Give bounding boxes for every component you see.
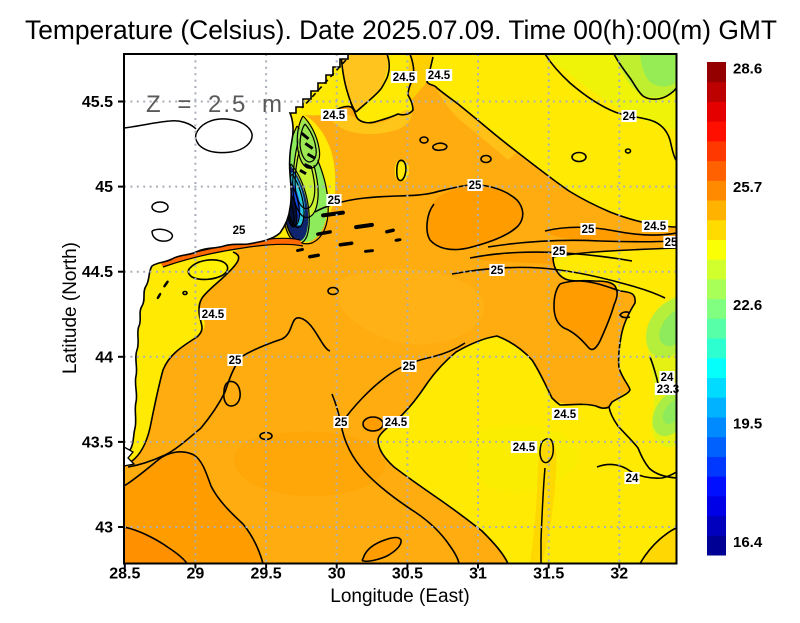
svg-text:31: 31 [469,566,487,583]
svg-text:25: 25 [582,224,595,236]
svg-text:24.5: 24.5 [428,70,451,82]
svg-text:Longitude (East): Longitude (East) [330,586,469,607]
svg-text:32: 32 [610,566,628,583]
svg-text:30: 30 [328,566,346,583]
svg-text:31.5: 31.5 [533,566,564,583]
svg-text:24.5: 24.5 [385,417,408,429]
svg-text:30.5: 30.5 [392,566,423,583]
svg-text:29: 29 [187,566,205,583]
svg-text:25: 25 [403,361,416,373]
svg-text:24.5: 24.5 [202,309,225,321]
svg-text:43.5: 43.5 [82,434,113,451]
svg-text:24: 24 [623,111,636,123]
svg-text:25: 25 [491,265,504,277]
svg-text:24.5: 24.5 [393,72,416,84]
svg-text:24.5: 24.5 [513,442,536,454]
svg-text:28.6: 28.6 [733,61,762,78]
svg-text:44: 44 [95,349,113,366]
svg-text:25: 25 [229,355,242,367]
svg-text:24.5: 24.5 [323,110,346,122]
svg-text:25: 25 [469,180,482,192]
svg-text:25: 25 [328,195,341,207]
svg-text:44.5: 44.5 [82,264,113,281]
svg-text:19.5: 19.5 [733,416,762,433]
svg-text:23.3: 23.3 [657,384,679,396]
svg-text:45: 45 [95,179,113,196]
svg-text:24.5: 24.5 [554,409,577,421]
svg-text:28.5: 28.5 [109,566,140,583]
svg-text:45.5: 45.5 [82,94,113,111]
svg-text:Latitude (North): Latitude (North) [60,242,81,374]
svg-text:16.4: 16.4 [733,534,763,551]
svg-text:43: 43 [95,520,113,537]
svg-text:24: 24 [626,473,639,485]
svg-text:22.6: 22.6 [733,297,762,314]
svg-text:25: 25 [335,417,348,429]
svg-text:24: 24 [661,372,674,384]
svg-text:25: 25 [233,225,246,237]
svg-text:25.7: 25.7 [733,179,762,196]
svg-text:Temperature (Celsius). Date 20: Temperature (Celsius). Date 2025.07.09. … [25,15,777,45]
svg-text:25: 25 [665,237,678,249]
svg-text:25: 25 [553,246,566,258]
svg-text:Z = 2.5 m: Z = 2.5 m [146,91,284,118]
svg-text:29.5: 29.5 [251,566,282,583]
svg-text:24.5: 24.5 [644,221,667,233]
